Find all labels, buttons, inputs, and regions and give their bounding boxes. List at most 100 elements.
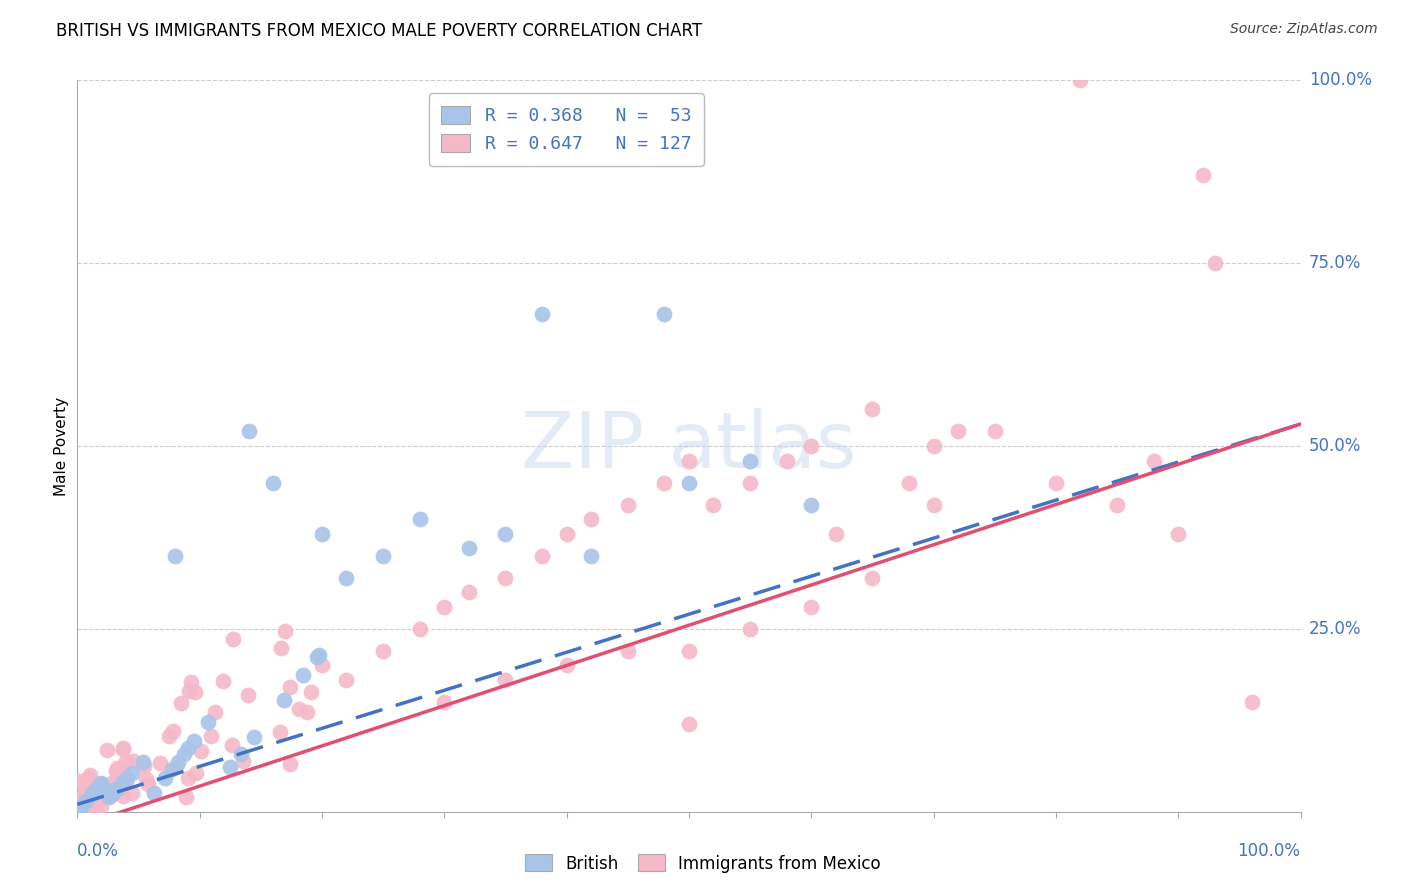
British <box>262 475 284 490</box>
Immigrants from Mexico <box>311 658 333 673</box>
British <box>83 784 105 798</box>
Text: 0.0%: 0.0% <box>77 842 120 860</box>
Immigrants from Mexico <box>121 754 143 768</box>
Immigrants from Mexico <box>1191 169 1213 183</box>
Immigrants from Mexico <box>107 771 129 785</box>
Immigrants from Mexico <box>76 798 98 813</box>
Immigrants from Mexico <box>84 799 107 814</box>
British <box>111 775 134 789</box>
Immigrants from Mexico <box>555 526 578 541</box>
Immigrants from Mexico <box>212 674 235 689</box>
Immigrants from Mexico <box>278 680 301 694</box>
Immigrants from Mexico <box>111 776 134 790</box>
Immigrants from Mexico <box>73 778 96 792</box>
Immigrants from Mexico <box>740 475 762 490</box>
British <box>531 307 554 321</box>
Immigrants from Mexico <box>800 439 823 453</box>
British <box>173 747 195 761</box>
Immigrants from Mexico <box>75 784 97 798</box>
British <box>155 771 177 785</box>
Immigrants from Mexico <box>70 794 93 808</box>
British <box>117 771 139 785</box>
Immigrants from Mexico <box>1069 73 1091 87</box>
British <box>100 788 122 802</box>
Text: BRITISH VS IMMIGRANTS FROM MEXICO MALE POVERTY CORRELATION CHART: BRITISH VS IMMIGRANTS FROM MEXICO MALE P… <box>56 22 703 40</box>
British <box>121 766 143 780</box>
British <box>80 787 103 801</box>
Immigrants from Mexico <box>111 741 134 756</box>
Legend: British, Immigrants from Mexico: British, Immigrants from Mexico <box>519 847 887 880</box>
Immigrants from Mexico <box>177 771 200 785</box>
Immigrants from Mexico <box>222 632 245 647</box>
Immigrants from Mexico <box>105 761 128 775</box>
Immigrants from Mexico <box>82 780 104 794</box>
Immigrants from Mexico <box>299 685 322 699</box>
British <box>678 475 700 490</box>
Immigrants from Mexico <box>1167 526 1189 541</box>
Immigrants from Mexico <box>922 498 945 512</box>
British <box>105 781 128 796</box>
Immigrants from Mexico <box>111 761 134 775</box>
Immigrants from Mexico <box>678 717 700 731</box>
British <box>67 803 90 817</box>
Immigrants from Mexico <box>190 744 212 758</box>
Immigrants from Mexico <box>579 512 602 526</box>
Immigrants from Mexico <box>84 783 107 797</box>
Y-axis label: Male Poverty: Male Poverty <box>53 396 69 496</box>
Immigrants from Mexico <box>862 571 884 585</box>
British <box>579 549 602 563</box>
Immigrants from Mexico <box>72 804 94 818</box>
Immigrants from Mexico <box>1107 498 1129 512</box>
Immigrants from Mexico <box>617 498 640 512</box>
Immigrants from Mexico <box>288 702 311 716</box>
Immigrants from Mexico <box>111 789 134 803</box>
Immigrants from Mexico <box>946 425 969 439</box>
British <box>183 733 205 747</box>
Immigrants from Mexico <box>80 783 103 797</box>
Immigrants from Mexico <box>278 756 301 771</box>
Immigrants from Mexico <box>87 777 110 791</box>
Immigrants from Mexico <box>170 696 193 710</box>
Immigrants from Mexico <box>115 754 138 768</box>
British <box>197 715 219 730</box>
Immigrants from Mexico <box>617 644 640 658</box>
British <box>97 790 120 805</box>
Immigrants from Mexico <box>84 790 107 805</box>
Immigrants from Mexico <box>180 675 202 690</box>
Text: 100.0%: 100.0% <box>1309 71 1372 89</box>
British <box>70 800 93 814</box>
British <box>101 787 124 801</box>
British <box>740 453 762 467</box>
Immigrants from Mexico <box>824 526 846 541</box>
British <box>305 650 328 665</box>
British <box>371 549 394 563</box>
Immigrants from Mexico <box>678 644 700 658</box>
Immigrants from Mexico <box>678 453 700 467</box>
Immigrants from Mexico <box>105 775 128 789</box>
British <box>105 782 128 797</box>
British <box>84 783 107 797</box>
Immigrants from Mexico <box>740 622 762 636</box>
Text: 100.0%: 100.0% <box>1237 842 1301 860</box>
British <box>311 526 333 541</box>
Immigrants from Mexico <box>134 759 156 773</box>
British <box>76 794 98 808</box>
Immigrants from Mexico <box>77 771 100 785</box>
Immigrants from Mexico <box>76 780 98 794</box>
British <box>66 804 89 818</box>
Immigrants from Mexico <box>184 765 207 780</box>
Immigrants from Mexico <box>922 439 945 453</box>
Immigrants from Mexico <box>77 793 100 807</box>
Immigrants from Mexico <box>702 498 724 512</box>
British <box>308 648 330 662</box>
British <box>87 780 110 794</box>
British <box>166 756 188 770</box>
Text: ZIP atlas: ZIP atlas <box>522 408 856 484</box>
Immigrants from Mexico <box>70 790 93 805</box>
British <box>243 731 266 745</box>
Immigrants from Mexico <box>79 768 101 782</box>
Text: 25.0%: 25.0% <box>1309 620 1361 638</box>
British <box>165 549 187 563</box>
British <box>90 777 112 791</box>
Immigrants from Mexico <box>232 755 254 769</box>
